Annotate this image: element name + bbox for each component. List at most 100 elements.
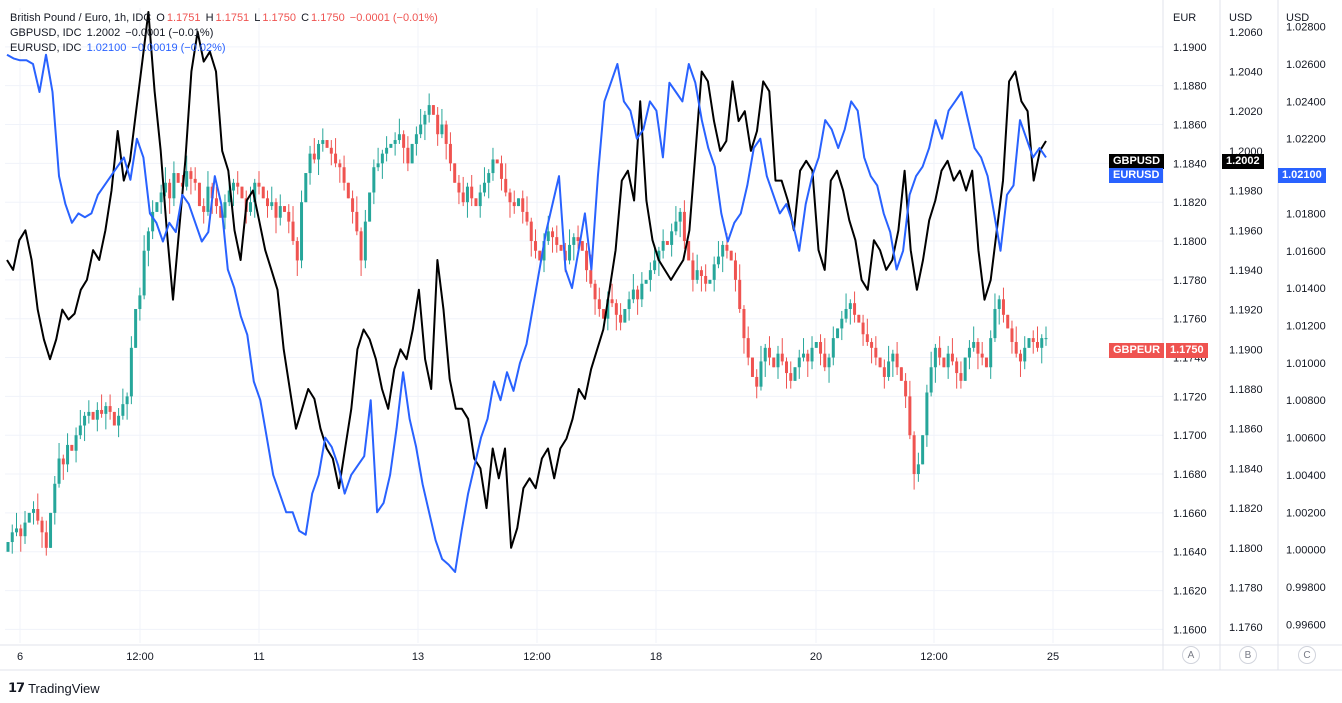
legend-high: 1.1751 (215, 12, 250, 24)
candle-body (687, 241, 691, 261)
candle-body (942, 357, 946, 368)
candle-body (908, 396, 912, 436)
candle-body (465, 186, 469, 203)
candle-body (546, 231, 550, 242)
candle-body (27, 512, 31, 523)
candle-body (521, 198, 525, 212)
candle-body (100, 409, 104, 414)
candle-body (980, 353, 984, 358)
candle-body (895, 353, 899, 368)
candle-body (802, 353, 806, 358)
candle-body (427, 105, 431, 115)
candle-body (91, 411, 95, 420)
scale-b-button[interactable]: B (1239, 646, 1257, 664)
candle-body (36, 509, 40, 521)
candle-body (912, 435, 916, 475)
candle-body (248, 202, 252, 212)
candle-body (623, 308, 627, 323)
candle-body (870, 342, 874, 348)
candle-body (308, 153, 312, 174)
candle-body (317, 143, 321, 160)
axis-b-header: USD (1229, 12, 1253, 24)
axis-ticks: 1.1600 1.1620 1.1640 1.1660 1.1680 1.1700 1.17… (17, 22, 1326, 663)
candle-body (499, 163, 503, 179)
candle-body (482, 182, 486, 193)
candle-body (534, 241, 538, 251)
gbpeur-price-tag: 1.1750 (1166, 343, 1208, 358)
candle-body (665, 241, 669, 245)
candle-body (419, 124, 423, 135)
candle-body (129, 347, 133, 397)
axis-b-tick-label: 1.2020 (1229, 106, 1263, 118)
legend-high-label: H (205, 12, 214, 24)
candle-body (916, 464, 920, 475)
candle-body (453, 163, 457, 183)
axis-c-tick-label: 1.01200 (1286, 321, 1326, 333)
candle-body (240, 186, 244, 199)
candle-body (146, 231, 150, 251)
candle-body (891, 353, 895, 362)
candle-body (393, 140, 397, 144)
candle-body (338, 163, 342, 168)
chart-frame (0, 0, 1342, 671)
candle-body (589, 270, 593, 284)
candle-body (448, 143, 452, 164)
candle-body (772, 357, 776, 368)
candle-body (882, 367, 886, 377)
axis-a-tick-label: 1.1760 (1173, 314, 1207, 326)
candle-body (933, 347, 937, 368)
candle-body (291, 221, 295, 242)
candle-body (721, 244, 725, 257)
candle-body (785, 361, 788, 374)
legend-low: 1.1750 (262, 12, 297, 24)
candle-body (551, 231, 555, 238)
candle-body (355, 211, 359, 232)
grid-lines (5, 8, 1163, 643)
candle-body (227, 190, 231, 203)
candle-body (653, 260, 657, 271)
candle-body (806, 353, 810, 362)
candle-body (661, 241, 665, 251)
candle-body (300, 202, 304, 261)
axis-b-tick-label: 1.1860 (1229, 424, 1263, 436)
candle-body (444, 124, 448, 144)
candle-body (904, 380, 908, 397)
candle-body (95, 409, 99, 420)
candle-body (963, 357, 967, 381)
candle-body (346, 182, 350, 199)
candle-body (121, 404, 125, 416)
scale-c-button[interactable]: C (1298, 646, 1316, 664)
candle-body (516, 198, 520, 207)
candle-body (725, 244, 729, 251)
time-tick-label: 18 (650, 651, 662, 663)
candle-body (853, 303, 857, 315)
candle-body (678, 211, 682, 222)
tradingview-logo[interactable]: 𝟭𝟳 TradingView (8, 680, 100, 696)
candle-body (83, 415, 87, 426)
candle-body (597, 299, 601, 309)
axis-b-tick-label: 1.1940 (1229, 265, 1263, 277)
scale-a-button[interactable]: A (1182, 646, 1200, 664)
axis-a-tick-label: 1.1860 (1173, 120, 1207, 132)
candle-body (627, 299, 631, 309)
legend-change: −0.0001 (−0.01%) (349, 12, 438, 24)
gbpeur-candles (6, 93, 1048, 556)
candle-body (542, 241, 546, 261)
candle-body (185, 171, 189, 187)
legend-open: 1.1751 (166, 12, 201, 24)
candle-body (380, 153, 384, 164)
axis-b-tick-label: 1.1880 (1229, 384, 1263, 396)
candle-body (376, 163, 380, 168)
candle-body (848, 303, 852, 309)
candle-body (66, 444, 70, 465)
axis-c-tick-label: 1.02400 (1286, 96, 1326, 108)
candle-body (989, 338, 993, 368)
candle-body (716, 256, 720, 265)
candle-body (823, 353, 827, 368)
candle-body (474, 198, 478, 207)
candle-body (529, 221, 533, 242)
candle-body (925, 392, 929, 436)
time-tick-label: 12:00 (523, 651, 551, 663)
